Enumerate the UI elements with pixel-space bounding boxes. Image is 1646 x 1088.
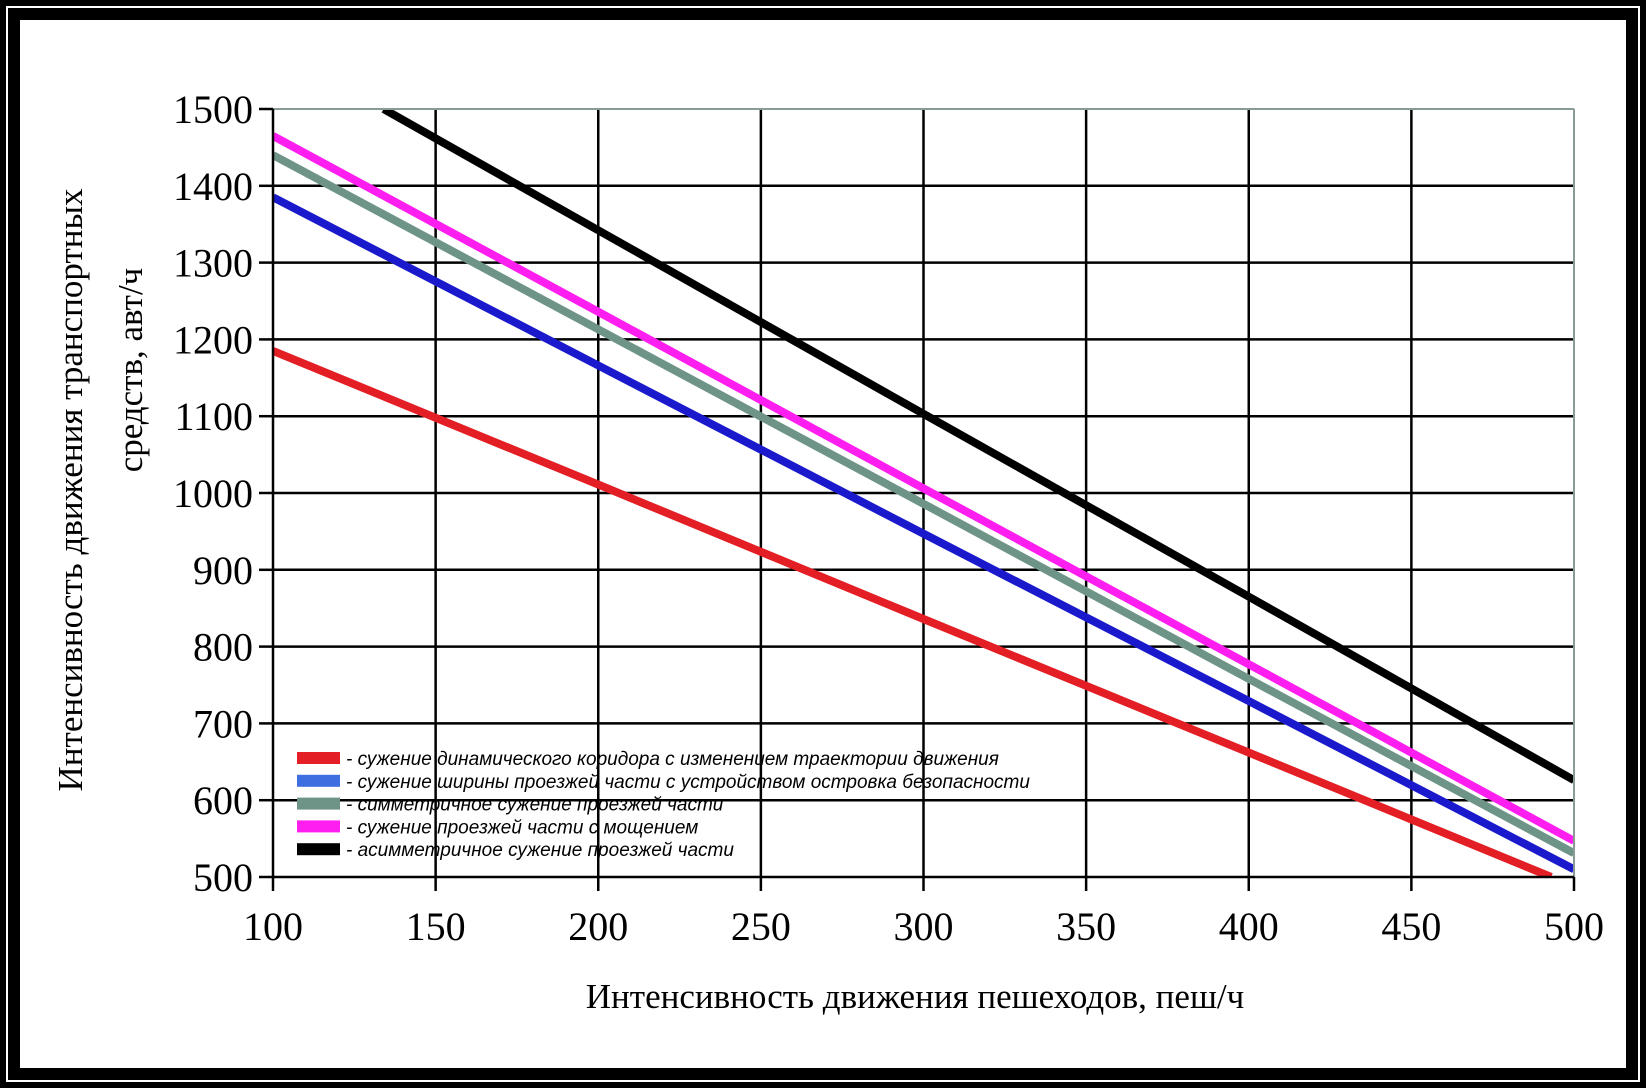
y-tick-label: 1000 [173,471,253,516]
legend-label: - сужение проезжей части с мощением [346,817,698,838]
x-tick-label: 500 [1544,904,1604,949]
series-line [273,151,1574,857]
x-axis-title: Интенсивность движения пешеходов, пеш/ч [586,977,1244,1016]
y-axis-title-line2: средств, авт/ч [111,268,150,473]
y-tick-label: 1400 [173,164,253,209]
y-tick-label: 1200 [173,317,253,362]
x-tick-labels: 100 150 200 250 300 350 400 450 500 [243,904,1604,949]
series-line [273,132,1574,845]
y-tick-label: 1100 [174,394,253,439]
x-tick-label: 150 [406,904,466,949]
y-tick-label: 700 [193,701,253,746]
y-axis-title-line1: Интенсивность движения транспортных [51,188,90,791]
legend: - сужение динамического коридора с измен… [297,749,1030,861]
series-line [381,109,1574,784]
y-tick-label: 1300 [173,241,253,286]
data-series [273,109,1574,877]
legend-label: - сужение динамического коридора с измен… [346,749,999,770]
series-line [273,193,1574,873]
legend-swatch [297,797,340,810]
x-tick-label: 100 [243,904,303,949]
legend-label: - симметричное сужение проезжей части [346,795,724,816]
x-tick-label: 200 [568,904,628,949]
y-tick-label: 800 [193,625,253,670]
legend-swatch [297,820,340,833]
y-tick-label: 600 [193,778,253,823]
legend-swatch [297,774,340,787]
legend-label: - сужение ширины проезжей части с устрой… [346,772,1030,793]
y-tick-label: 900 [193,548,253,593]
y-tick-label: 1500 [173,87,253,132]
y-tick-label: 500 [193,855,253,900]
x-tick-label: 250 [731,904,791,949]
axes [259,107,1576,891]
grid-lines [273,109,1574,877]
series-line [273,347,1553,877]
legend-label: - асимметричное сужение проезжей части [346,840,734,861]
legend-swatch [297,843,340,856]
x-tick-label: 350 [1056,904,1116,949]
legend-swatch [297,752,340,764]
x-tick-label: 450 [1381,904,1441,949]
frame-gap [6,6,1640,1082]
x-tick-label: 300 [894,904,954,949]
x-tick-label: 400 [1219,904,1279,949]
y-tick-labels: 500 600 700 800 900 1000 1100 1200 1300 1400 1500 [173,87,253,900]
